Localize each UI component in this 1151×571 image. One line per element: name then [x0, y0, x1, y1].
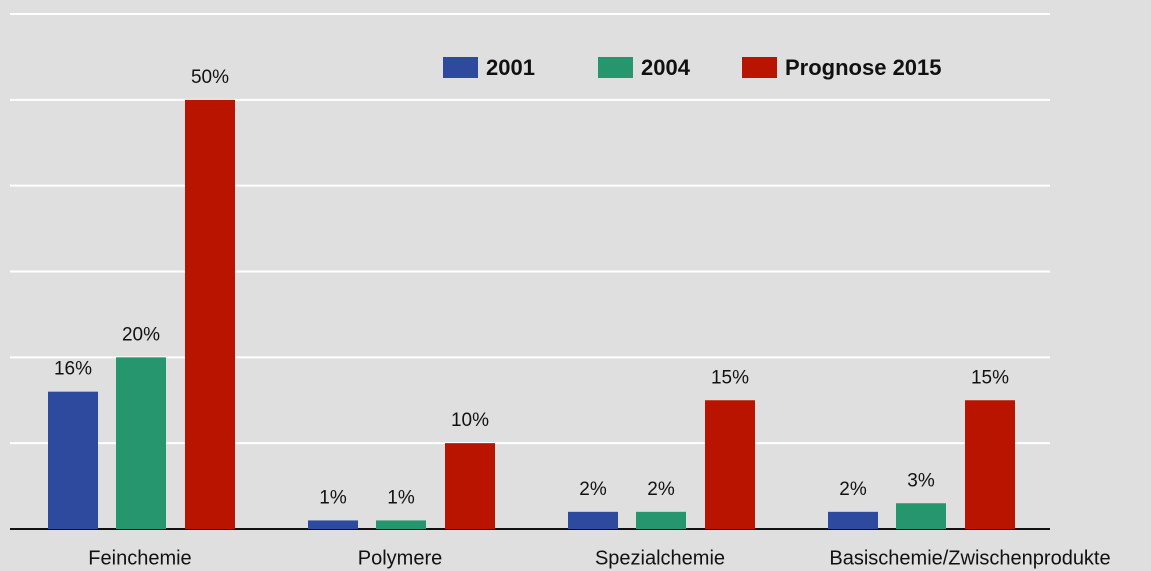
x-tick-label: Basischemie/Zwischenprodukte [829, 547, 1110, 569]
data-label: 15% [971, 367, 1009, 388]
data-label: 1% [319, 487, 347, 508]
x-tick-label: Polymere [358, 547, 442, 569]
data-label: 1% [387, 487, 415, 508]
x-tick-label: Spezialchemie [595, 547, 725, 569]
bar [636, 511, 686, 529]
data-label: 15% [711, 367, 749, 388]
data-label: 50% [191, 67, 229, 88]
legend-label: 2001 [486, 55, 535, 80]
bar [896, 503, 946, 529]
bar [705, 400, 755, 529]
bar [828, 511, 878, 529]
bar [965, 400, 1015, 529]
legend-label: 2004 [641, 55, 691, 80]
legend-swatch [443, 57, 478, 78]
bar [48, 391, 98, 529]
data-label: 10% [451, 410, 489, 431]
data-label: 16% [54, 359, 92, 380]
legend-swatch [598, 57, 633, 78]
x-tick-label: Feinchemie [88, 547, 191, 569]
bar [185, 99, 235, 529]
bar [308, 520, 358, 529]
data-label: 2% [579, 479, 607, 500]
data-label: 2% [647, 479, 675, 500]
bar [376, 520, 426, 529]
legend-swatch [742, 57, 777, 78]
legend-label: Prognose 2015 [785, 55, 942, 80]
data-label: 20% [122, 324, 160, 345]
bar [445, 443, 495, 529]
data-label: 3% [907, 470, 935, 491]
data-label: 2% [839, 479, 867, 500]
bar [568, 511, 618, 529]
bar [116, 357, 166, 529]
